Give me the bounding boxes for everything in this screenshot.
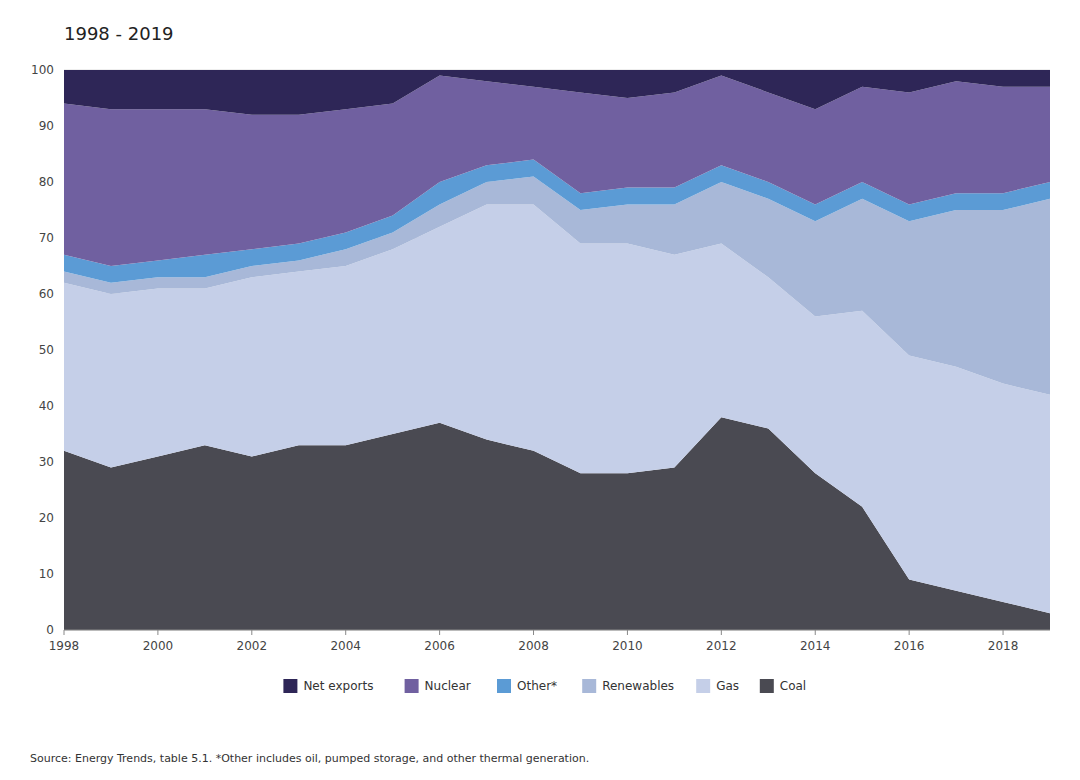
x-tick	[345, 630, 346, 635]
source-note: Source: Energy Trends, table 5.1. *Other…	[30, 752, 589, 765]
area	[64, 70, 1050, 115]
x-tick	[157, 630, 158, 635]
y-tick-label: 30	[39, 455, 54, 469]
x-tick-label: 2008	[518, 639, 549, 653]
grid-line	[64, 630, 1050, 631]
title: 1998 - 2019	[64, 23, 174, 44]
legend-label: Coal	[780, 679, 806, 693]
legend-label: Gas	[716, 679, 739, 693]
x-tick-label: 2004	[330, 639, 361, 653]
background	[0, 0, 1080, 780]
x-tick	[721, 630, 722, 635]
legend: Net exports Nuclear Other* Renewables Gas Coa…	[283, 679, 806, 693]
chart: 0 10 20 30 40 50 60 70 80 90 100 1998 2000 2002 2004 20…	[0, 0, 1080, 780]
x-axis-line	[64, 630, 1050, 631]
legend-swatch	[696, 679, 710, 693]
x-tick	[533, 630, 534, 635]
x-tick-label: 2010	[612, 639, 643, 653]
legend-swatch	[405, 679, 419, 693]
y-tick-label: 20	[39, 511, 54, 525]
legend-swatch	[582, 679, 596, 693]
legend-label: Net exports	[303, 679, 373, 693]
x-tick-label: 1998	[49, 639, 80, 653]
x-tick	[1003, 630, 1004, 635]
y-tick-label: 10	[39, 567, 54, 581]
y-tick-label: 60	[39, 287, 54, 301]
y-tick-label: 40	[39, 399, 54, 413]
y-tick-label: 70	[39, 231, 54, 245]
areas	[64, 70, 1050, 630]
x-tick	[64, 630, 65, 635]
legend-label: Renewables	[602, 679, 674, 693]
x-tick-label: 2002	[237, 639, 268, 653]
y-tick-label: 0	[46, 623, 54, 637]
y-tick-label: 80	[39, 175, 54, 189]
x-tick-label: 2016	[894, 639, 925, 653]
x-tick	[909, 630, 910, 635]
y-tick-label: 100	[31, 63, 54, 77]
legend-swatch	[497, 679, 511, 693]
x-tick-label: 2018	[988, 639, 1019, 653]
x-tick	[439, 630, 440, 635]
x-tick	[815, 630, 816, 635]
x-tick-label: 2006	[424, 639, 455, 653]
x-tick	[627, 630, 628, 635]
x-tick-label: 2000	[143, 639, 174, 653]
x-tick	[251, 630, 252, 635]
legend-swatch	[760, 679, 774, 693]
x-tick-label: 2014	[800, 639, 831, 653]
x-tick-label: 2012	[706, 639, 737, 653]
legend-label: Nuclear	[425, 679, 471, 693]
y-tick-label: 90	[39, 119, 54, 133]
legend-swatch	[283, 679, 297, 693]
y-tick-label: 50	[39, 343, 54, 357]
y-grid	[64, 70, 1050, 630]
legend-label: Other*	[517, 679, 557, 693]
